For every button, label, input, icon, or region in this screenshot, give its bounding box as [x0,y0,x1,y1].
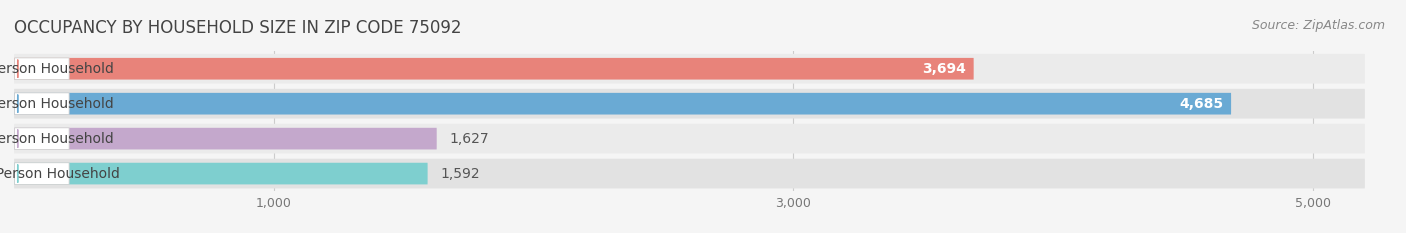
FancyBboxPatch shape [14,93,1232,115]
FancyBboxPatch shape [14,128,69,150]
FancyBboxPatch shape [14,93,69,115]
FancyBboxPatch shape [14,124,1365,154]
Text: 3-Person Household: 3-Person Household [0,132,114,146]
FancyBboxPatch shape [14,58,974,80]
FancyBboxPatch shape [14,159,1365,188]
FancyBboxPatch shape [14,54,1365,84]
Text: 4,685: 4,685 [1180,97,1223,111]
Text: 2-Person Household: 2-Person Household [0,97,114,111]
Text: Source: ZipAtlas.com: Source: ZipAtlas.com [1251,19,1385,32]
FancyBboxPatch shape [14,128,437,150]
Text: 3,694: 3,694 [922,62,966,76]
FancyBboxPatch shape [14,163,69,185]
Text: OCCUPANCY BY HOUSEHOLD SIZE IN ZIP CODE 75092: OCCUPANCY BY HOUSEHOLD SIZE IN ZIP CODE … [14,19,461,37]
FancyBboxPatch shape [14,58,69,80]
Text: 1,627: 1,627 [450,132,489,146]
Text: 1,592: 1,592 [440,167,481,181]
FancyBboxPatch shape [14,163,427,185]
Text: 1-Person Household: 1-Person Household [0,62,114,76]
FancyBboxPatch shape [14,89,1365,119]
Text: 4+ Person Household: 4+ Person Household [0,167,120,181]
